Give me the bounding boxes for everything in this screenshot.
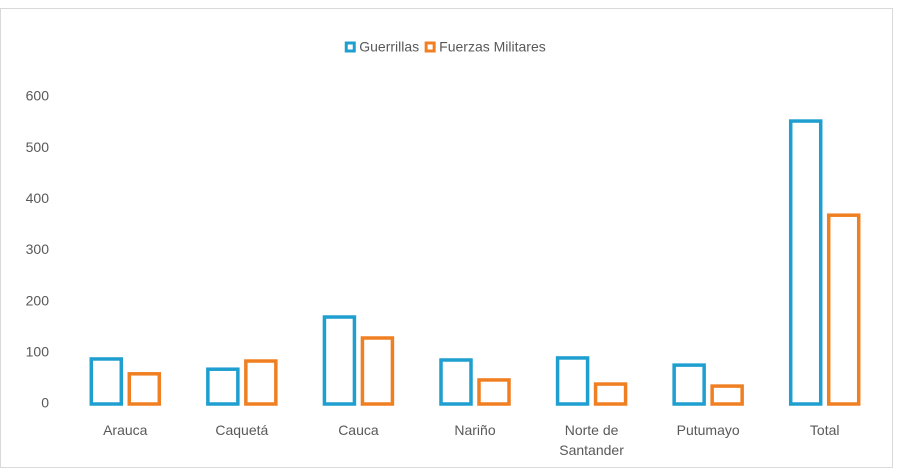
legend-item: Fuerzas Militares xyxy=(424,39,546,55)
y-tick-label: 100 xyxy=(26,344,50,360)
bar xyxy=(244,359,278,406)
bar xyxy=(826,213,861,406)
bar xyxy=(672,363,706,406)
bar xyxy=(788,119,823,406)
legend-swatch xyxy=(424,41,436,53)
bar xyxy=(593,382,628,406)
y-tick-label: 0 xyxy=(41,395,49,411)
x-tick-label: Nariño xyxy=(454,422,496,438)
x-tick-label: Arauca xyxy=(103,422,148,438)
x-tick-label: Cauca xyxy=(338,422,379,438)
legend-swatch xyxy=(344,41,356,53)
x-tick-label: Caquetá xyxy=(215,422,269,438)
chart-frame xyxy=(0,8,893,468)
bar xyxy=(555,356,590,406)
legend-label: Guerrillas xyxy=(359,39,419,55)
y-tick-label: 200 xyxy=(26,292,50,308)
y-tick-label: 400 xyxy=(26,190,50,206)
legend-label: Fuerzas Militares xyxy=(439,39,546,55)
bar xyxy=(89,357,124,406)
bar xyxy=(206,367,240,406)
y-tick-label: 600 xyxy=(26,88,50,104)
x-tick-label: Norte de Santander xyxy=(559,422,624,458)
y-tick-label: 300 xyxy=(26,241,50,257)
bar xyxy=(710,384,744,406)
legend-item: Guerrillas xyxy=(344,39,419,55)
bar xyxy=(477,378,511,406)
bar xyxy=(360,336,395,406)
y-tick-label: 500 xyxy=(26,139,50,155)
x-tick-label: Total xyxy=(809,422,840,438)
bar xyxy=(439,358,473,406)
x-tick-label: Putumayo xyxy=(676,422,740,438)
bar xyxy=(322,315,357,406)
bar xyxy=(127,372,162,406)
